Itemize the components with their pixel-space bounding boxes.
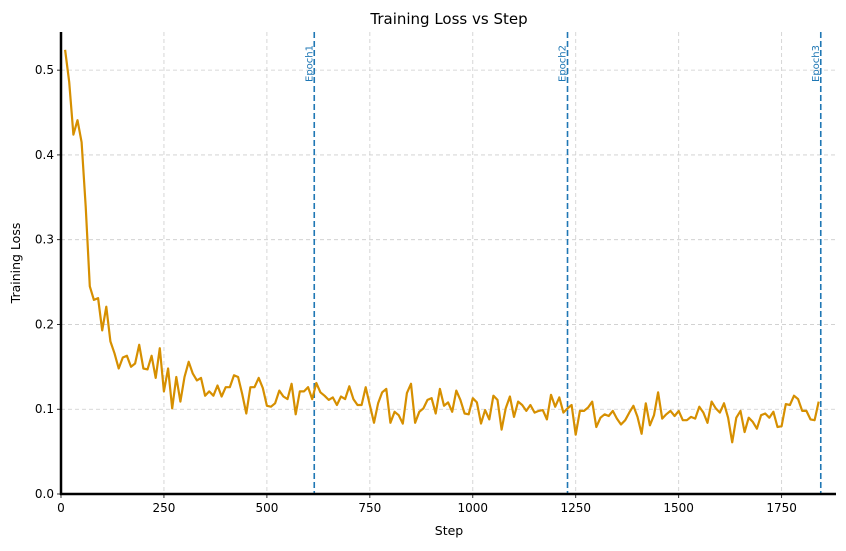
x-tick-label: 500 <box>255 501 278 515</box>
axes <box>57 32 836 498</box>
y-tick-label: 0.4 <box>35 148 54 162</box>
x-tick-label: 750 <box>358 501 381 515</box>
grid <box>61 32 836 494</box>
x-tick-label: 1000 <box>458 501 489 515</box>
loss-series-line <box>64 49 820 444</box>
x-axis-label: Step <box>435 523 464 538</box>
x-tick-label: 1500 <box>663 501 694 515</box>
tick-labels: 0 250 500 750 1000 1250 1500 1750 0.0 0.1 0.2 0.3 0.… <box>35 63 797 515</box>
chart-title: Training Loss vs Step <box>369 10 527 28</box>
epoch-markers: Epoch1 Epoch2 Epoch3 <box>304 32 822 494</box>
epoch-label: Epoch2 <box>558 45 569 82</box>
epoch-label: Epoch3 <box>811 45 822 82</box>
x-tick-label: 1750 <box>766 501 797 515</box>
x-tick-label: 250 <box>152 501 175 515</box>
y-tick-label: 0.2 <box>35 317 54 331</box>
y-axis-label: Training Loss <box>8 223 23 305</box>
epoch-label: Epoch1 <box>304 45 315 82</box>
y-tick-label: 0.1 <box>35 402 54 416</box>
x-tick-label: 1250 <box>560 501 591 515</box>
y-tick-label: 0.5 <box>35 63 54 77</box>
x-tick-label: 0 <box>57 501 65 515</box>
y-tick-label: 0.0 <box>35 487 54 501</box>
y-tick-label: 0.3 <box>35 233 54 247</box>
